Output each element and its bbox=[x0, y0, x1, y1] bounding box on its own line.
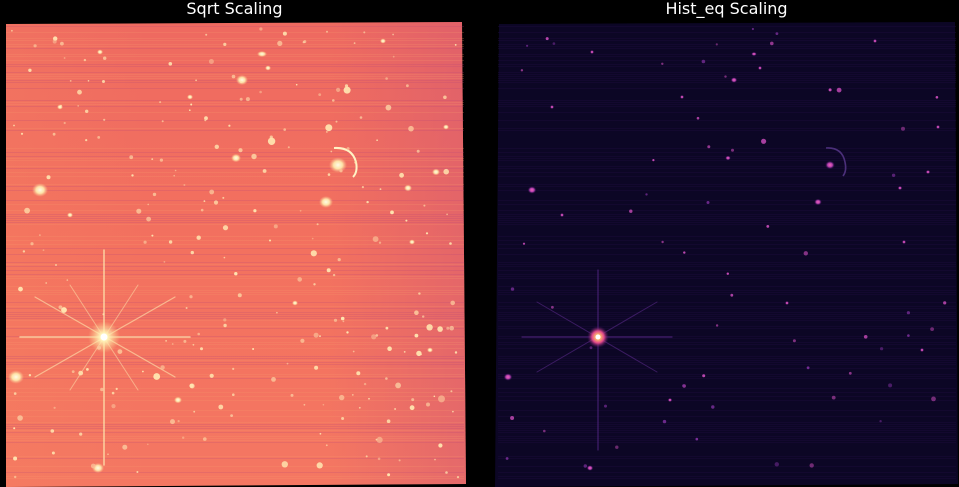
panel-title-hist-eq: Hist_eq Scaling bbox=[665, 0, 788, 18]
sqrt-scaled-image bbox=[0, 20, 470, 487]
hist-eq-scaled-image bbox=[492, 20, 959, 487]
sqrt-image-canvas bbox=[6, 22, 466, 487]
panel-title-sqrt: Sqrt Scaling bbox=[186, 0, 283, 18]
hist-eq-image-canvas bbox=[495, 22, 958, 487]
